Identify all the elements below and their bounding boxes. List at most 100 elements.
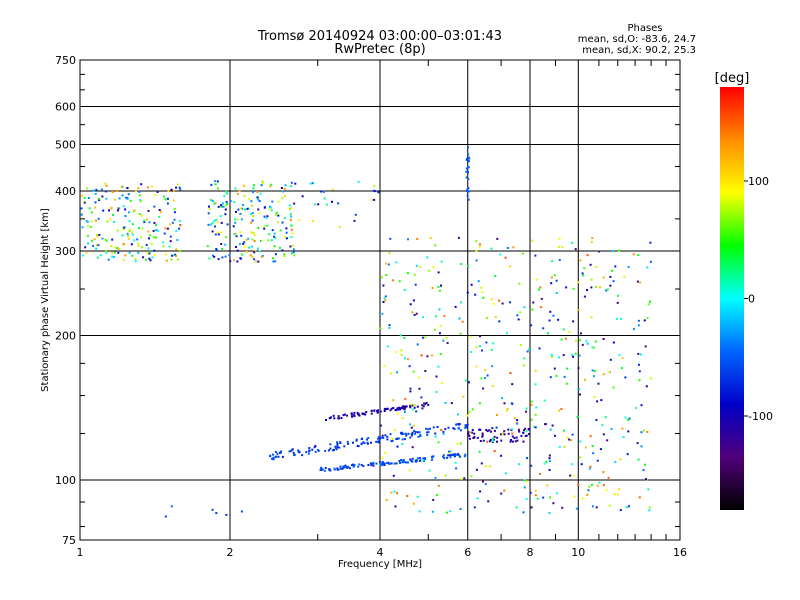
data-point bbox=[253, 184, 255, 187]
data-point bbox=[382, 437, 385, 439]
data-point bbox=[393, 490, 396, 493]
data-point bbox=[266, 215, 269, 218]
data-point bbox=[574, 248, 577, 251]
data-point bbox=[501, 432, 504, 435]
data-point bbox=[475, 249, 478, 252]
data-point bbox=[548, 457, 551, 460]
data-point bbox=[252, 232, 255, 235]
data-point bbox=[467, 433, 470, 436]
data-point bbox=[250, 204, 253, 207]
data-point bbox=[149, 234, 152, 237]
data-point bbox=[87, 242, 89, 245]
data-point bbox=[110, 206, 113, 209]
data-point bbox=[534, 383, 537, 386]
data-point bbox=[419, 265, 422, 268]
data-point bbox=[214, 219, 217, 221]
data-point bbox=[240, 234, 243, 237]
data-point bbox=[540, 297, 543, 300]
data-point bbox=[340, 417, 343, 419]
data-point bbox=[518, 430, 521, 433]
data-point bbox=[372, 464, 375, 467]
data-point bbox=[422, 405, 425, 408]
data-point bbox=[496, 436, 499, 439]
data-point bbox=[366, 441, 369, 444]
y-axis-label: Stationary phase Virtual Height [km] bbox=[40, 208, 51, 392]
data-point bbox=[477, 280, 480, 283]
data-point bbox=[130, 243, 133, 246]
data-point bbox=[162, 245, 165, 248]
data-point bbox=[413, 406, 416, 409]
data-point bbox=[549, 310, 552, 313]
data-point bbox=[584, 378, 587, 381]
data-point bbox=[450, 402, 453, 405]
data-point bbox=[523, 306, 526, 309]
x-tick-label: 2 bbox=[227, 546, 234, 559]
data-point bbox=[357, 445, 360, 448]
data-point bbox=[242, 204, 245, 206]
data-point bbox=[386, 408, 389, 410]
x-tick-label: 10 bbox=[571, 546, 585, 559]
data-point bbox=[101, 195, 104, 198]
data-point bbox=[437, 441, 440, 444]
data-point bbox=[534, 254, 537, 257]
data-point bbox=[515, 436, 518, 439]
data-point bbox=[530, 418, 533, 421]
data-point bbox=[431, 354, 434, 357]
data-point bbox=[253, 258, 256, 261]
data-point bbox=[530, 400, 533, 403]
data-point bbox=[571, 433, 574, 436]
data-point bbox=[542, 327, 545, 330]
data-point bbox=[377, 191, 380, 194]
data-point bbox=[335, 448, 338, 451]
data-point bbox=[347, 465, 350, 468]
data-point bbox=[401, 438, 404, 441]
data-point bbox=[422, 336, 425, 339]
data-point bbox=[97, 244, 100, 247]
data-point bbox=[273, 235, 275, 238]
data-point bbox=[402, 405, 405, 408]
data-point bbox=[146, 186, 149, 189]
data-point bbox=[530, 464, 533, 467]
data-point bbox=[509, 301, 512, 304]
data-point bbox=[407, 358, 409, 361]
data-point bbox=[566, 436, 569, 439]
data-point bbox=[270, 206, 273, 209]
data-point bbox=[251, 255, 254, 258]
data-point bbox=[94, 206, 97, 209]
data-point bbox=[434, 476, 437, 479]
data-point bbox=[532, 301, 535, 304]
data-point bbox=[353, 415, 356, 418]
data-point bbox=[493, 450, 496, 453]
data-point bbox=[612, 250, 615, 253]
data-point bbox=[396, 371, 398, 374]
data-point bbox=[411, 311, 414, 314]
data-point bbox=[375, 440, 378, 443]
data-point bbox=[394, 505, 397, 508]
data-point bbox=[259, 192, 262, 195]
data-point bbox=[582, 274, 585, 277]
data-point bbox=[586, 493, 589, 496]
data-point bbox=[464, 424, 467, 427]
data-point bbox=[501, 397, 504, 400]
colorbar bbox=[720, 87, 744, 510]
data-point bbox=[257, 260, 260, 263]
data-point bbox=[418, 510, 421, 513]
data-point bbox=[149, 251, 152, 254]
data-point bbox=[560, 408, 563, 410]
data-point bbox=[336, 441, 339, 444]
data-point bbox=[214, 202, 217, 205]
data-point bbox=[461, 320, 464, 323]
data-point bbox=[263, 227, 266, 230]
data-point bbox=[171, 254, 173, 257]
data-point bbox=[491, 385, 494, 387]
data-point bbox=[323, 190, 325, 193]
data-point bbox=[600, 399, 603, 402]
data-point bbox=[443, 314, 446, 317]
data-point bbox=[398, 408, 401, 411]
data-point bbox=[356, 444, 359, 447]
data-point bbox=[262, 181, 264, 184]
series-group bbox=[294, 180, 380, 229]
data-point bbox=[436, 494, 439, 497]
data-point bbox=[275, 211, 278, 214]
data-point bbox=[98, 233, 101, 236]
